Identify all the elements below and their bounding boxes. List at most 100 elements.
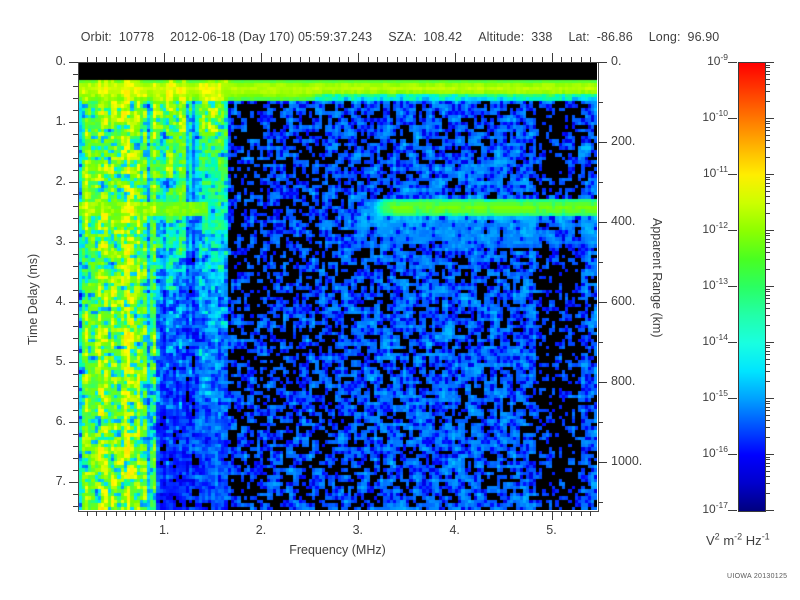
x-tick-minor — [241, 511, 243, 516]
colorbar-minor-tick — [765, 420, 770, 422]
colorbar-tick-left — [728, 510, 737, 511]
x-tick-top — [590, 57, 592, 62]
y-left-tick — [69, 62, 78, 63]
unit-meter: m — [723, 533, 735, 548]
colorbar-minor-tick — [765, 288, 770, 290]
x-tick-top — [290, 57, 292, 62]
colorbar-tick-label: 10-11 — [676, 165, 728, 180]
x-tick-minor — [561, 511, 563, 516]
x-tick-top — [328, 57, 330, 62]
x-tick-minor — [377, 511, 379, 516]
unit-volt-exponent: 2 — [714, 531, 720, 542]
y-left-tick-label: 5. — [55, 353, 66, 368]
colorbar-tick — [765, 454, 774, 455]
x-tick-top — [435, 57, 437, 62]
observation-datetime: 2012-06-18 (Day 170) 05:59:37.243 — [170, 30, 373, 44]
x-tick-top — [532, 57, 534, 62]
colorbar-minor-tick — [765, 315, 770, 317]
colorbar-tick-label: 10-17 — [676, 501, 728, 516]
colorbar-mantissa: 10 — [702, 446, 716, 460]
x-tick-minor — [406, 511, 408, 516]
x-tick-minor — [580, 511, 582, 516]
unit-meter-exponent: -2 — [734, 531, 743, 542]
x-tick-minor — [386, 511, 388, 516]
y-left-tick — [73, 170, 78, 171]
colorbar-tick — [765, 174, 774, 175]
x-tick-minor — [222, 511, 224, 516]
x-tick-minor — [551, 511, 553, 520]
x-tick-top — [464, 57, 466, 62]
colorbar-minor-tick — [765, 179, 770, 181]
colorbar-minor-tick — [765, 459, 770, 461]
x-tick-top — [396, 57, 398, 62]
unit-hertz-exponent: -1 — [761, 531, 770, 542]
x-tick-minor — [532, 511, 534, 516]
colorbar-minor-tick — [765, 78, 770, 80]
colorbar-minor-tick — [765, 325, 770, 327]
spectrogram-canvas — [78, 62, 597, 510]
x-tick-minor — [154, 511, 156, 516]
colorbar-minor-tick — [765, 157, 770, 159]
y-left-tick — [73, 469, 78, 471]
x-tick-minor — [251, 511, 253, 516]
x-tick-minor — [348, 511, 350, 516]
longitude-value: 96.90 — [687, 30, 720, 44]
y-left-tick — [73, 158, 78, 159]
y-right-tick-label: 800. — [611, 374, 636, 388]
y-left-tick — [69, 301, 78, 303]
colorbar-minor-tick — [765, 364, 770, 366]
y-right-tick-label: 600. — [611, 294, 636, 308]
colorbar-tick — [765, 62, 774, 63]
y-left-tick — [73, 253, 78, 255]
colorbar-minor-tick — [765, 462, 770, 464]
x-tick-top — [232, 57, 233, 62]
x-tick-top — [183, 57, 185, 62]
x-axis-title: Frequency (MHz) — [289, 543, 386, 557]
colorbar-exponent: -15 — [715, 388, 728, 398]
x-tick-minor — [164, 511, 166, 520]
colorbar-minor-tick — [765, 493, 770, 495]
colorbar-tick-label: 10-16 — [676, 445, 728, 460]
y-left-tick-label: 0. — [55, 54, 66, 68]
x-tick-top — [512, 57, 514, 62]
colorbar-minor-tick — [765, 347, 770, 349]
x-tick-minor — [183, 511, 185, 516]
x-tick-top — [96, 57, 98, 62]
y-left-tick — [73, 505, 78, 507]
x-tick-top — [570, 57, 572, 62]
x-tick-minor — [212, 511, 214, 516]
colorbar-mantissa: 10 — [702, 334, 716, 348]
x-tick-top — [348, 57, 350, 62]
x-tick-top — [561, 57, 563, 62]
y-right-tick — [598, 382, 607, 383]
x-tick-minor — [261, 511, 262, 520]
colorbar-minor-tick — [765, 190, 770, 192]
colorbar-minor-tick — [765, 294, 770, 296]
x-tick-minor — [202, 511, 204, 516]
y-left-tick — [73, 146, 78, 147]
sza-value: 108.42 — [423, 30, 463, 44]
colorbar-unit-label: V2 m-2 Hz-1 — [706, 531, 770, 548]
y-right-tick-label: 200. — [611, 134, 636, 148]
x-tick-top — [551, 53, 553, 62]
colorbar-tick-left — [728, 342, 737, 343]
y-left-tick — [69, 361, 78, 363]
x-tick-label: 3. — [352, 523, 364, 537]
colorbar-minor-tick — [765, 67, 770, 69]
x-tick-top — [154, 57, 156, 62]
colorbar-minor-tick — [765, 176, 770, 178]
ionogram-plot-area — [78, 62, 597, 510]
credit-text: UIOWA 20130125 — [727, 573, 788, 580]
x-tick-top — [503, 57, 505, 62]
x-tick-minor — [493, 511, 495, 516]
colorbar-minor-tick — [765, 91, 770, 93]
colorbar-minor-tick — [765, 238, 770, 240]
x-tick-minor — [270, 511, 272, 516]
x-tick-minor — [338, 511, 340, 516]
y-left-tick — [73, 98, 78, 99]
colorbar-exponent: -10 — [715, 108, 728, 118]
colorbar-minor-tick — [765, 381, 770, 383]
figure-header: Orbit: 10778 2012-06-18 (Day 170) 05:59:37… — [0, 30, 800, 44]
x-tick-minor — [425, 511, 427, 516]
y-left-tick — [73, 134, 78, 135]
